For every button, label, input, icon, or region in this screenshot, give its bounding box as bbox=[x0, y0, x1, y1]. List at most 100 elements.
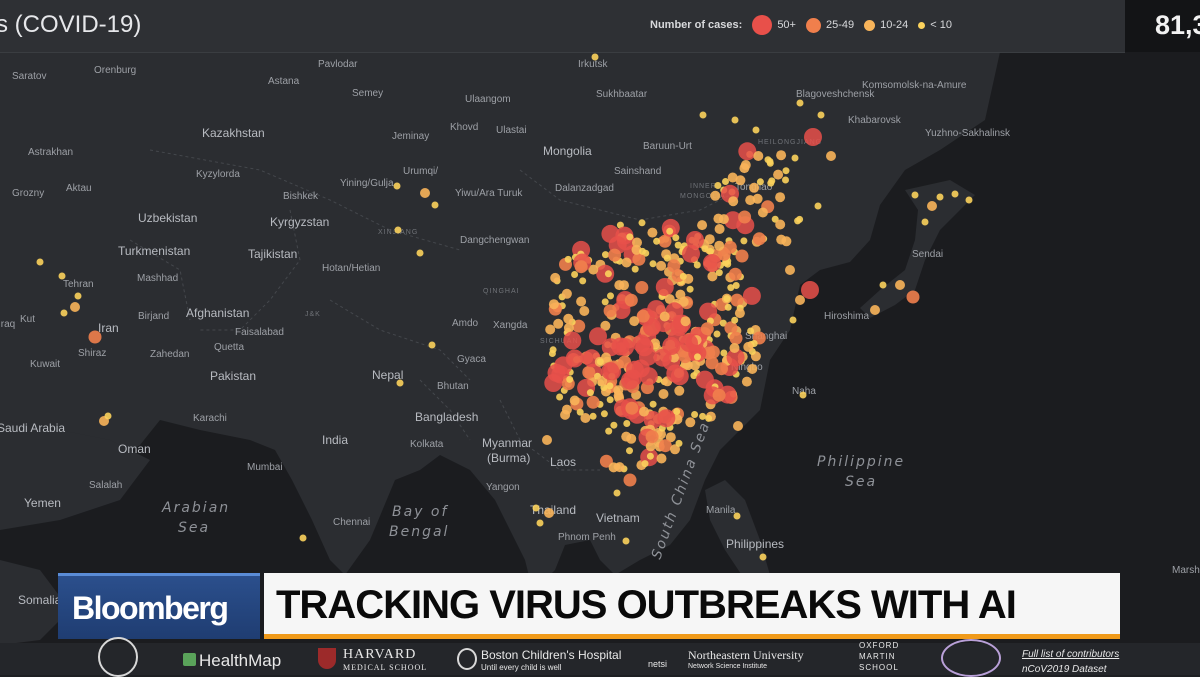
case-marker[interactable] bbox=[542, 435, 552, 445]
case-marker[interactable] bbox=[775, 219, 786, 230]
case-marker[interactable] bbox=[561, 288, 572, 299]
case-marker[interactable] bbox=[565, 349, 584, 368]
case-marker[interactable] bbox=[723, 295, 731, 303]
case-marker[interactable] bbox=[782, 176, 789, 184]
case-marker[interactable] bbox=[613, 385, 624, 396]
case-marker[interactable] bbox=[700, 322, 714, 336]
case-marker[interactable] bbox=[70, 302, 80, 312]
case-marker[interactable] bbox=[735, 249, 749, 263]
case-marker[interactable] bbox=[814, 202, 822, 210]
case-marker[interactable] bbox=[608, 248, 622, 262]
case-marker[interactable] bbox=[705, 356, 719, 370]
case-marker[interactable] bbox=[605, 427, 613, 435]
case-marker[interactable] bbox=[714, 224, 725, 234]
case-marker[interactable] bbox=[532, 504, 540, 512]
case-marker[interactable] bbox=[728, 196, 739, 207]
case-marker[interactable] bbox=[616, 338, 635, 357]
case-marker[interactable] bbox=[591, 53, 599, 61]
case-marker[interactable] bbox=[670, 444, 680, 455]
case-marker[interactable] bbox=[738, 210, 752, 224]
case-marker[interactable] bbox=[752, 126, 760, 134]
case-marker[interactable] bbox=[610, 421, 618, 429]
case-marker[interactable] bbox=[699, 302, 718, 321]
case-marker[interactable] bbox=[767, 179, 775, 187]
case-marker[interactable] bbox=[576, 296, 587, 307]
case-marker[interactable] bbox=[396, 379, 404, 387]
case-marker[interactable] bbox=[752, 193, 763, 204]
case-marker[interactable] bbox=[674, 385, 685, 396]
case-marker[interactable] bbox=[879, 281, 887, 289]
case-marker[interactable] bbox=[624, 293, 638, 307]
case-marker[interactable] bbox=[665, 432, 676, 443]
case-marker[interactable] bbox=[782, 167, 790, 175]
case-marker[interactable] bbox=[785, 265, 795, 275]
case-marker[interactable] bbox=[743, 341, 754, 352]
case-marker[interactable] bbox=[679, 272, 687, 280]
case-marker[interactable] bbox=[579, 306, 590, 316]
case-marker[interactable] bbox=[670, 367, 689, 386]
case-marker[interactable] bbox=[299, 534, 307, 542]
case-marker[interactable] bbox=[639, 367, 658, 386]
case-marker[interactable] bbox=[596, 358, 604, 366]
case-marker[interactable] bbox=[729, 343, 740, 353]
case-marker[interactable] bbox=[740, 160, 751, 170]
case-marker[interactable] bbox=[759, 553, 767, 561]
case-marker[interactable] bbox=[545, 324, 556, 335]
case-marker[interactable] bbox=[655, 278, 674, 296]
case-marker[interactable] bbox=[658, 234, 672, 248]
case-marker[interactable] bbox=[58, 272, 66, 280]
case-marker[interactable] bbox=[729, 331, 743, 345]
case-marker[interactable] bbox=[936, 193, 944, 201]
case-marker[interactable] bbox=[548, 350, 556, 357]
case-marker[interactable] bbox=[695, 370, 714, 389]
case-marker[interactable] bbox=[673, 408, 681, 415]
case-marker[interactable] bbox=[795, 295, 805, 305]
case-marker[interactable] bbox=[563, 331, 582, 350]
case-marker[interactable] bbox=[638, 219, 646, 227]
case-marker[interactable] bbox=[536, 519, 544, 527]
case-marker[interactable] bbox=[601, 298, 609, 306]
case-marker[interactable] bbox=[727, 284, 735, 292]
case-marker[interactable] bbox=[697, 220, 708, 231]
case-marker[interactable] bbox=[730, 293, 744, 307]
case-marker[interactable] bbox=[606, 382, 614, 390]
case-marker[interactable] bbox=[601, 362, 620, 381]
case-map[interactable]: Saratov Orenburg Astana Pavlodar Irkutsk Seme… bbox=[0, 52, 1200, 675]
case-marker[interactable] bbox=[776, 150, 787, 161]
case-marker[interactable] bbox=[431, 201, 439, 209]
case-marker[interactable] bbox=[656, 260, 667, 271]
case-marker[interactable] bbox=[420, 188, 430, 198]
contributors-link[interactable]: Full list of contributors bbox=[1022, 649, 1120, 660]
case-marker[interactable] bbox=[690, 360, 700, 371]
case-marker[interactable] bbox=[544, 508, 554, 518]
case-marker[interactable] bbox=[623, 420, 631, 427]
case-marker[interactable] bbox=[602, 251, 609, 259]
case-marker[interactable] bbox=[911, 191, 919, 199]
case-marker[interactable] bbox=[726, 348, 745, 367]
case-marker[interactable] bbox=[804, 128, 822, 146]
case-marker[interactable] bbox=[614, 462, 625, 473]
case-marker[interactable] bbox=[563, 322, 574, 333]
case-marker[interactable] bbox=[566, 375, 574, 383]
case-marker[interactable] bbox=[734, 308, 745, 319]
case-marker[interactable] bbox=[789, 316, 797, 324]
case-marker[interactable] bbox=[663, 254, 671, 262]
case-marker[interactable] bbox=[639, 247, 646, 255]
case-marker[interactable] bbox=[656, 453, 667, 464]
case-marker[interactable] bbox=[731, 116, 739, 124]
case-marker[interactable] bbox=[632, 252, 646, 266]
case-marker[interactable] bbox=[661, 218, 680, 237]
case-marker[interactable] bbox=[720, 349, 728, 357]
case-marker[interactable] bbox=[667, 259, 681, 273]
case-marker[interactable] bbox=[714, 240, 725, 251]
case-marker[interactable] bbox=[674, 241, 682, 249]
case-marker[interactable] bbox=[597, 375, 608, 386]
case-marker[interactable] bbox=[702, 254, 721, 272]
case-marker[interactable] bbox=[613, 489, 621, 497]
case-marker[interactable] bbox=[724, 303, 732, 311]
case-marker[interactable] bbox=[694, 353, 701, 361]
case-marker[interactable] bbox=[675, 439, 683, 447]
case-marker[interactable] bbox=[586, 395, 600, 409]
case-marker[interactable] bbox=[713, 330, 721, 338]
case-marker[interactable] bbox=[645, 441, 656, 452]
